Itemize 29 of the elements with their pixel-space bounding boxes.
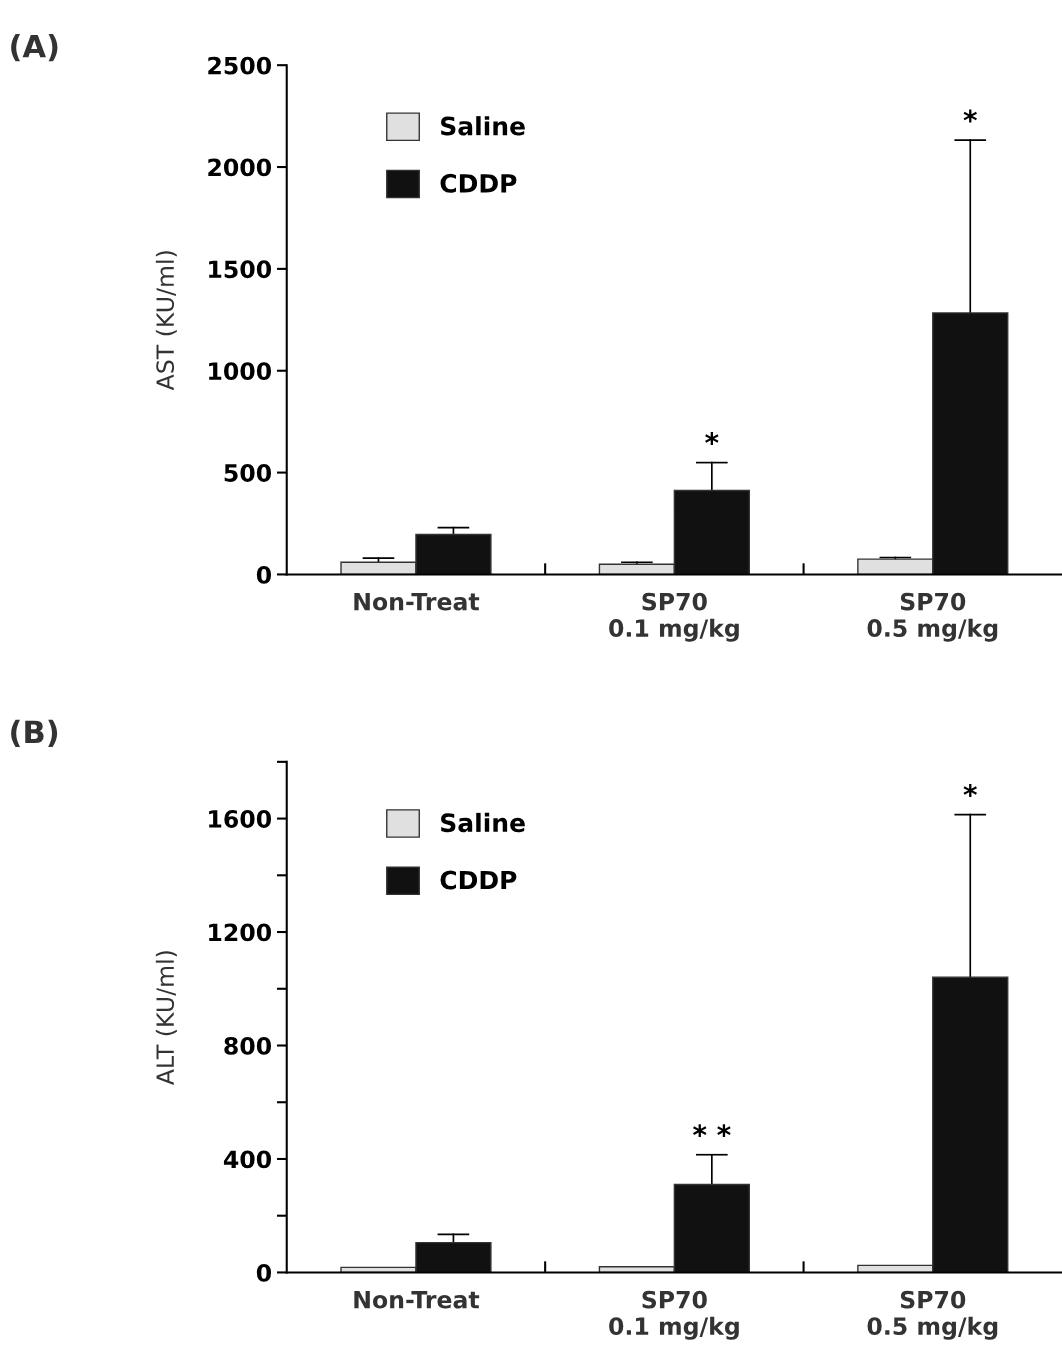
y-tick-label: 0 [256, 565, 272, 584]
y-tick-label: 1000 [209, 362, 272, 381]
y-tick-label: 1500 [209, 260, 272, 279]
text: (A) [11, 33, 58, 62]
annotation: * [963, 784, 977, 797]
y-axis-title: AST (KU/ml) [155, 251, 177, 391]
x-tick-label: SP70 0.1 mg/kg [609, 592, 739, 642]
legend-label: Saline [441, 812, 525, 833]
annotation: * [705, 432, 719, 445]
y-tick-label: 2000 [208, 158, 272, 177]
y-tick-label: 2500 [208, 56, 272, 75]
annotation: * [963, 109, 977, 123]
legend-label: Saline [441, 116, 525, 136]
x-tick-label: Non-Treat [354, 592, 480, 611]
y-tick-label: 800 [224, 1036, 272, 1055]
x-tick-label: SP70 0.5 mg/kg [867, 592, 998, 642]
x-tick-label: Non-Treat [354, 1291, 480, 1309]
x-tick-label: SP70 0.5 mg/kg [867, 1290, 998, 1340]
y-tick-label: 1600 [209, 810, 272, 828]
x-tick-label: SP70 0.1 mg/kg [609, 1290, 739, 1340]
y-axis-title: ALT (KU/ml) [155, 951, 177, 1085]
y-tick-label: 400 [223, 1150, 272, 1169]
legend-label: CDDP [440, 870, 517, 890]
y-tick-label: 0 [256, 1263, 272, 1282]
text: (B) [11, 719, 58, 747]
legend-label: CDDP [440, 173, 517, 193]
y-tick-label: 500 [224, 464, 272, 482]
y-tick-label: 1200 [209, 923, 272, 942]
annotation: * * [693, 1124, 731, 1138]
